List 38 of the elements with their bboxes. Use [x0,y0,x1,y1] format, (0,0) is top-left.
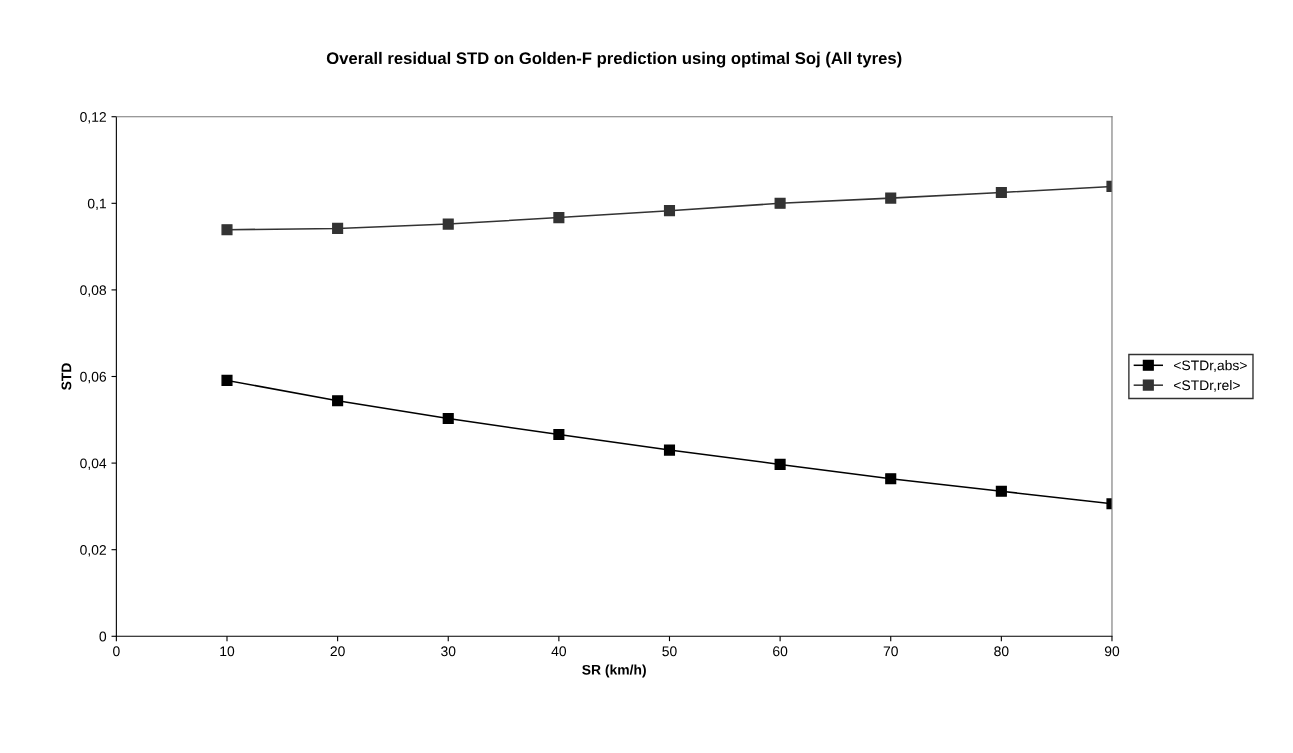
point [663,205,676,217]
y-tick-label: 0,06 [80,371,107,384]
point [774,458,786,470]
x-tick-label: 60 [773,646,788,657]
x-tick-label: 40 [551,646,567,657]
y-tick-label: 0,08 [80,285,107,297]
point [995,485,1007,497]
legend-label: <STDr,abs> [1174,360,1247,372]
x-tick-label: 0 [113,646,120,657]
point [885,473,897,485]
point [221,374,233,386]
chart-title: Overall residual STD on Golden-F prediction using optimal Soj (All tyres) [326,51,902,68]
point [553,212,565,224]
point [332,222,344,234]
point [774,197,786,209]
x-tick-label: 30 [441,646,456,657]
x-tick-label: 50 [662,646,677,657]
point [995,186,1007,199]
x-tick-label: 70 [883,646,898,657]
point [442,218,454,230]
x-tick-label: 80 [994,646,1009,657]
legend-label: <STDr,rel> [1174,379,1240,392]
y-tick-label: 0,12 [80,112,106,124]
y-tick-label: 0,1 [87,198,106,211]
point [442,412,454,425]
y-tick-label: 0,04 [80,458,107,470]
point [663,444,676,456]
point [221,224,233,236]
y-tick-label: 0,02 [80,545,106,557]
x-axis-title: SR (km/h) [582,664,646,678]
point [885,192,897,204]
y-tick-label: 0 [99,631,107,642]
x-tick-label: 20 [330,646,345,657]
x-tick-label: 10 [220,646,235,657]
y-axis-title: STD [61,363,72,390]
x-tick-label: 90 [1104,646,1120,657]
point [332,395,344,407]
point [553,428,565,441]
